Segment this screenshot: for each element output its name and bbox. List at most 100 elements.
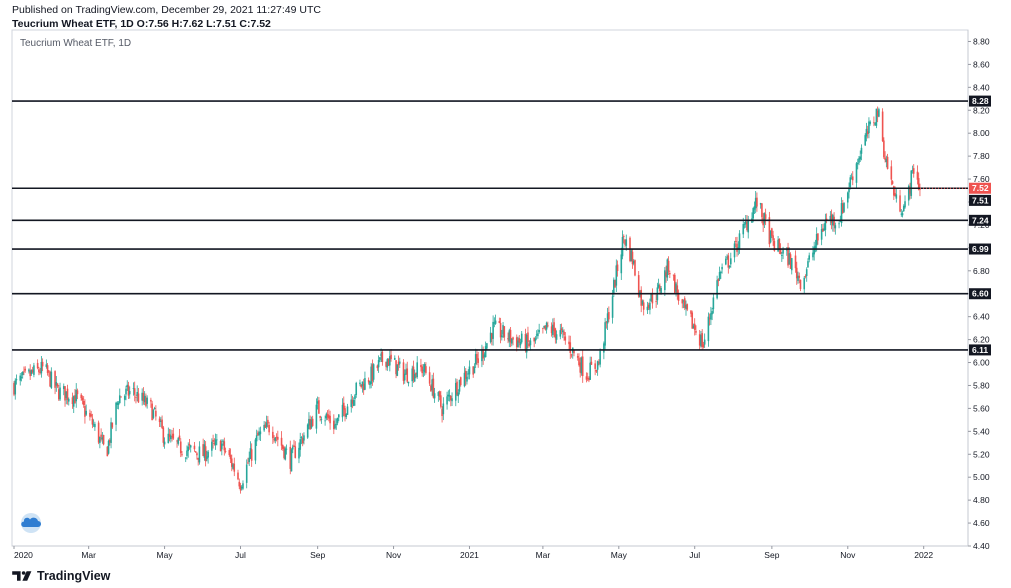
candle-up <box>65 391 68 405</box>
tradingview-footer[interactable]: TradingView <box>12 569 110 583</box>
candle-up <box>346 403 349 415</box>
candle-down <box>13 381 15 397</box>
candle-up <box>255 429 258 447</box>
candle-body <box>834 225 837 229</box>
candle-body <box>468 366 471 375</box>
candle-down <box>415 372 417 379</box>
candle-down <box>275 433 278 442</box>
candle-body <box>730 258 732 265</box>
candle-down <box>883 137 885 159</box>
candle-body <box>550 326 553 334</box>
candle-down <box>228 448 231 457</box>
candle-down <box>579 356 582 378</box>
candle-body <box>742 224 745 235</box>
candle-body <box>328 415 330 419</box>
candle-body <box>666 259 669 278</box>
candle-down <box>412 360 415 383</box>
candle-down <box>876 106 879 123</box>
candle-body <box>553 322 555 332</box>
candle-up <box>604 317 606 350</box>
candle-down <box>280 431 283 451</box>
candle-down <box>795 261 798 285</box>
candle-up <box>186 445 188 460</box>
candle-body <box>512 337 514 340</box>
candle-up <box>15 374 18 385</box>
candle-body <box>716 280 718 299</box>
candle-up <box>85 404 87 417</box>
candle-up <box>510 337 513 347</box>
candle-up <box>352 397 355 407</box>
candle-body <box>135 397 137 398</box>
candle-down <box>590 356 593 365</box>
candle-body <box>133 388 136 395</box>
y-tick-label: 5.80 <box>973 380 990 390</box>
candle-body <box>695 330 697 333</box>
candle-down <box>420 358 422 372</box>
candle-down <box>450 395 452 407</box>
candle-body <box>528 343 530 347</box>
candle-body <box>120 396 122 398</box>
candle-body <box>667 260 670 272</box>
candle-up <box>743 221 746 229</box>
candle-body <box>664 270 666 291</box>
candle-up <box>413 369 416 383</box>
candle-down <box>326 410 329 421</box>
candle-up <box>682 299 685 309</box>
candle-body <box>370 366 372 384</box>
candle-body <box>483 354 486 358</box>
candle-body <box>141 392 143 401</box>
level-badge <box>969 214 991 226</box>
candle-down <box>224 447 227 454</box>
candle-body <box>555 334 558 340</box>
candle-body <box>338 414 340 418</box>
candle-up <box>692 323 695 329</box>
candle-body <box>181 454 183 456</box>
candle-up <box>258 427 260 441</box>
candle-body <box>764 214 767 219</box>
candle-body <box>547 325 549 327</box>
candle-body <box>860 147 863 154</box>
candle-body <box>196 453 198 456</box>
candle-body <box>573 350 575 354</box>
candle-down <box>515 334 518 352</box>
candle-body <box>291 446 294 450</box>
candle-up <box>33 362 35 378</box>
candle-up <box>338 414 340 422</box>
candle-body <box>15 379 18 381</box>
candle-down <box>912 164 915 178</box>
candle-body <box>411 368 414 382</box>
candle-body <box>554 328 557 339</box>
candle-up <box>808 252 810 263</box>
candle-down <box>120 396 122 398</box>
candle-up <box>904 195 906 209</box>
candle-body <box>360 384 362 388</box>
candle-body <box>420 365 422 368</box>
candle-body <box>224 451 227 452</box>
candle-body <box>219 440 222 452</box>
candle-body <box>708 318 711 320</box>
candle-up <box>860 144 863 161</box>
candle-up <box>508 328 511 348</box>
candle-up <box>101 432 104 444</box>
candle-body <box>72 396 75 407</box>
candle-body <box>315 404 318 429</box>
candle-up <box>20 372 23 382</box>
candle-body <box>804 276 807 277</box>
candle-body <box>62 386 65 390</box>
candle-body <box>787 247 789 266</box>
candle-body <box>771 228 773 236</box>
candle-up <box>807 258 809 268</box>
candle-body <box>216 439 218 441</box>
candle-up <box>221 439 223 456</box>
candle-up <box>214 433 217 450</box>
candle-down <box>162 425 165 447</box>
candle-body <box>589 362 591 380</box>
candle-down <box>560 323 563 335</box>
cloud-icon[interactable] <box>21 513 41 533</box>
candle-up <box>534 336 537 344</box>
candle-up <box>14 378 17 400</box>
candle-body <box>258 431 260 436</box>
candle-up <box>685 300 687 316</box>
candle-down <box>851 171 854 186</box>
